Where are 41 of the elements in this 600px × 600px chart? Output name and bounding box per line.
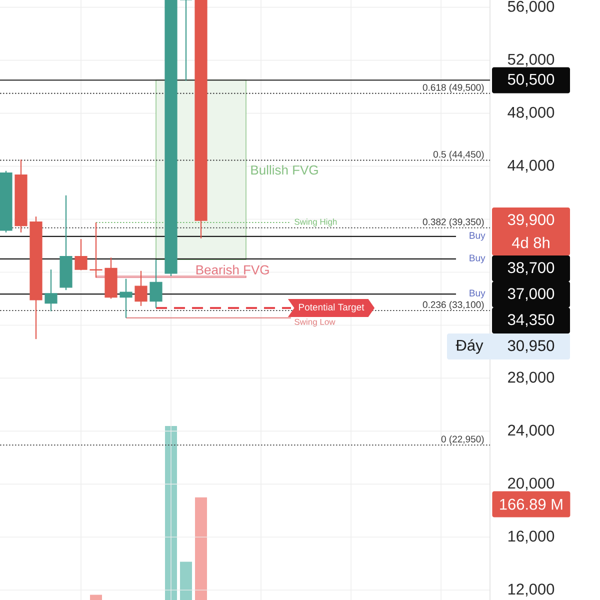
ref-line-label: Buy bbox=[470, 290, 486, 298]
text: 34,350 bbox=[508, 314, 554, 327]
ref-line-label: 0 (22,950) bbox=[441, 435, 484, 444]
bar bbox=[165, 426, 178, 600]
candlestick bbox=[120, 278, 132, 318]
candlestick bbox=[74, 238, 88, 271]
ref-line-label: 0.236 (33,100) bbox=[422, 301, 484, 310]
y-tick-label: 28,000 bbox=[508, 372, 554, 385]
y-tick-label: 52,000 bbox=[508, 54, 554, 67]
text: 166.89 M bbox=[500, 498, 562, 510]
annotation: Đáy bbox=[456, 339, 484, 354]
text: 37,000 bbox=[508, 288, 554, 301]
text: 38,700 bbox=[508, 262, 554, 275]
band-label: Bearish FVG bbox=[196, 264, 269, 274]
bar bbox=[180, 562, 192, 600]
band-label: Bullish FVG bbox=[251, 165, 318, 175]
candlestick bbox=[134, 270, 148, 307]
y-tick-label: 44,000 bbox=[508, 160, 554, 173]
candlestick bbox=[44, 268, 58, 312]
y-tick-label: 20,000 bbox=[508, 478, 554, 491]
bar bbox=[90, 594, 102, 600]
text: 39,900 bbox=[508, 214, 554, 227]
ref-line-label: Potential Target bbox=[299, 304, 364, 312]
candlestick bbox=[90, 222, 102, 278]
ref-line-label: Buy bbox=[470, 254, 486, 264]
ref-line-label: Swing High bbox=[294, 218, 337, 226]
ref-line-label: Swing Low bbox=[294, 318, 336, 327]
ref-line-label: 0.618 (49,500) bbox=[422, 84, 484, 93]
text: 50,500 bbox=[508, 74, 554, 87]
y-tick-label: 16,000 bbox=[508, 530, 554, 544]
y-tick-label: 56,000 bbox=[508, 0, 554, 14]
y-tick-label: 24,000 bbox=[508, 424, 554, 438]
ref-line-label: Buy bbox=[470, 232, 486, 241]
ref-line-label: 0.382 (39,350) bbox=[422, 218, 484, 228]
ref-line-label: 0.5 (44,450) bbox=[433, 150, 484, 160]
text: 4d 8h bbox=[512, 236, 550, 248]
text: 30,950 bbox=[508, 340, 554, 353]
y-tick-label: 12,000 bbox=[508, 584, 554, 596]
candlestick bbox=[150, 259, 162, 308]
bar bbox=[195, 497, 208, 600]
y-tick-label: 48,000 bbox=[508, 106, 554, 120]
